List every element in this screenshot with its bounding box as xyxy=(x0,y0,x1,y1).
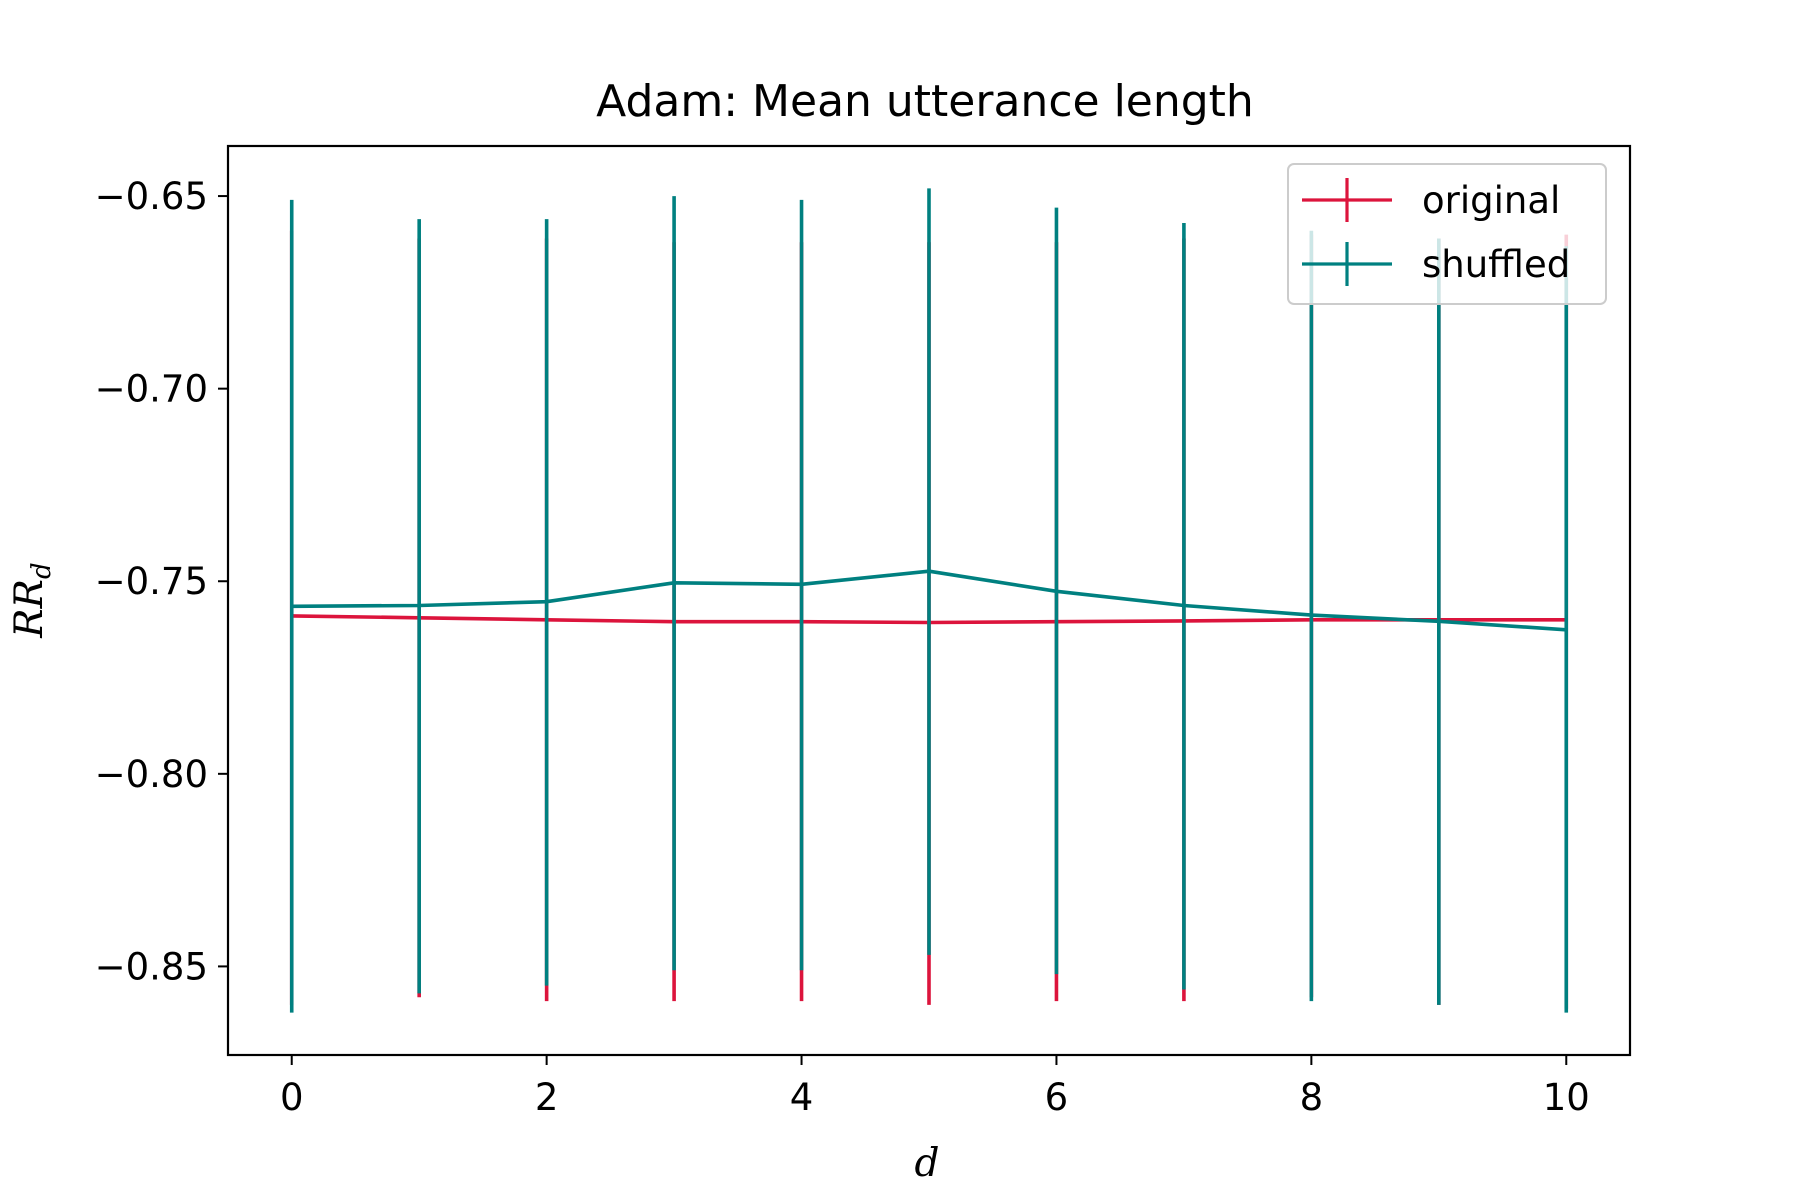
plot-frame xyxy=(226,144,1632,1057)
x-tick-label-0: 0 xyxy=(280,1076,304,1119)
y-axis-label-main: RR xyxy=(7,579,52,639)
y-axis-label-sub: d xyxy=(27,562,57,579)
x-tick-label-2: 2 xyxy=(535,1076,559,1119)
y-tick-label-4: −0.85 xyxy=(95,945,208,988)
x-axis-label: d xyxy=(915,1141,940,1186)
y-tick-label-0: −0.65 xyxy=(95,175,208,218)
legend-original-label: original xyxy=(1422,179,1560,222)
legend-shuffled-label: shuffled xyxy=(1422,243,1570,286)
y-tick-label-1: −0.70 xyxy=(95,368,208,411)
x-tick-label-10: 10 xyxy=(1543,1076,1590,1119)
y-tick-label-2: −0.75 xyxy=(95,560,208,603)
y-axis-label: RRd xyxy=(7,562,57,638)
y-tick-label-3: −0.80 xyxy=(95,753,208,796)
chart-title: Adam: Mean utterance length xyxy=(596,76,1254,127)
x-axis: 0 2 4 6 8 10 xyxy=(280,1055,1590,1119)
series-line-shuffled xyxy=(291,569,1567,632)
x-tick-label-6: 6 xyxy=(1045,1076,1069,1119)
x-tick-label-8: 8 xyxy=(1300,1076,1324,1119)
y-axis: −0.65 −0.70 −0.75 −0.80 −0.85 xyxy=(95,175,228,988)
plot-layer xyxy=(289,188,1569,1013)
legend: original shuffled xyxy=(1287,163,1607,305)
x-tick-label-4: 4 xyxy=(790,1076,814,1119)
